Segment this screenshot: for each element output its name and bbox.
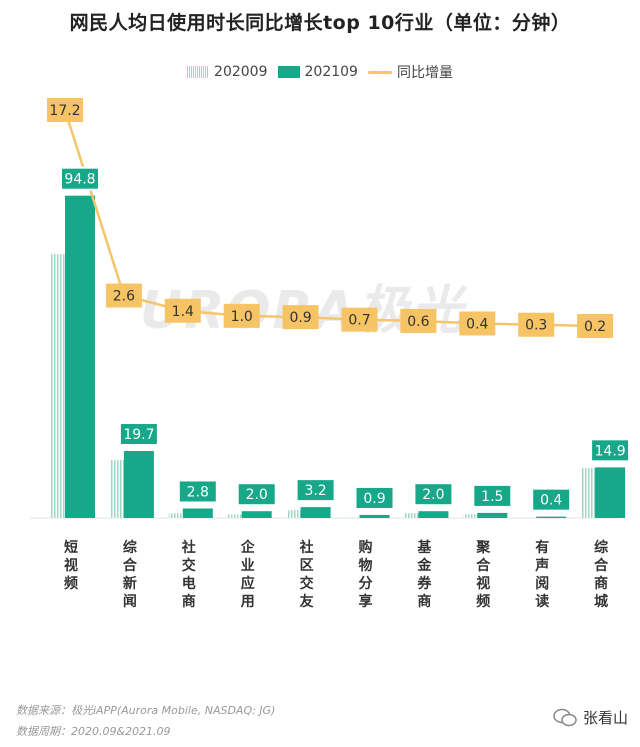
- growth-label: 1.4: [172, 304, 194, 320]
- growth-label: 0.6: [407, 314, 429, 330]
- bar-2021: [123, 451, 154, 518]
- growth-label: 0.4: [466, 316, 488, 332]
- growth-label-box: [282, 305, 319, 330]
- bar-2020: [168, 513, 185, 518]
- legend-item-2021: 202109: [277, 64, 358, 80]
- bar-2021-label-box: [354, 485, 395, 510]
- bar-2021: [241, 511, 272, 518]
- bar-2021-label: 3.2: [304, 483, 326, 499]
- growth-label-box: [459, 311, 496, 336]
- growth-label: 0.7: [348, 313, 370, 329]
- bar-2021-label: 2.8: [187, 484, 209, 500]
- bar-2021-label-box: [177, 479, 218, 504]
- legend-label-growth: 同比增量: [396, 65, 453, 81]
- wechat-icon: [553, 708, 577, 728]
- category-label: 社交电商: [181, 539, 196, 610]
- brand: 张看山: [553, 707, 628, 728]
- growth-label-box: [400, 308, 437, 333]
- bar-2020: [51, 254, 67, 518]
- category-label: 社区交友: [299, 539, 314, 610]
- growth-label: 0.9: [289, 310, 311, 326]
- legend-label-2020: 202009: [214, 64, 268, 80]
- bar-2021: [359, 514, 390, 518]
- footer-period: 数据周期：2020.09&2021.09: [16, 725, 171, 738]
- bar-2021-label: 0.9: [363, 491, 385, 507]
- bar-2020: [581, 468, 598, 518]
- bar-2020: [345, 517, 362, 518]
- growth-label: 2.6: [113, 289, 135, 305]
- growth-label: 0.2: [584, 319, 606, 335]
- bar-2020: [463, 514, 480, 518]
- growth-label-box: [341, 307, 378, 332]
- category-label: 综合商城: [594, 539, 609, 610]
- chart-area: 94.8 19.7 2.8 2.0 3.2 0.9 2.0 1.5 0.4 14.9 17.2 2.6…: [30, 98, 631, 610]
- bar-2021: [418, 511, 449, 518]
- bar-2021-label: 0.4: [540, 493, 562, 509]
- bar-2020: [404, 513, 421, 518]
- bar-2021-label: 14.9: [595, 443, 626, 459]
- category-label: 有声阅读: [534, 539, 549, 610]
- legend-item-2020: 202009: [187, 64, 268, 80]
- growth-label: 17.2: [49, 103, 80, 119]
- legend-swatch-2020: [187, 66, 210, 78]
- bar-2021-label-box: [531, 487, 572, 512]
- bar-2021-label: 1.5: [481, 489, 503, 505]
- bar-2021-label: 2.0: [246, 487, 268, 503]
- category-label: 企业应用: [240, 539, 256, 610]
- bar-2021: [182, 508, 213, 518]
- bar-2021-label-box: [295, 478, 336, 503]
- bar-2021: [300, 507, 331, 518]
- chart-title: 网民人均日使用时长同比增长top 10行业（单位：分钟）: [69, 12, 571, 34]
- growth-label-box: [518, 312, 555, 337]
- brand-name: 张看山: [582, 709, 628, 727]
- bar-2021: [595, 467, 626, 518]
- bar-2021: [536, 516, 567, 518]
- growth-label: 0.3: [525, 318, 547, 334]
- bar-2021-label: 94.8: [64, 172, 95, 188]
- footer-source: 数据来源：极光iAPP(Aurora Mobile, NASDAQ: JG): [16, 704, 276, 717]
- legend: 202009 202109 同比增量: [0, 62, 640, 82]
- bar-2020: [286, 510, 303, 518]
- growth-label-box: [577, 314, 614, 338]
- growth-label-box: [47, 98, 83, 122]
- growth-label: 1.0: [231, 309, 253, 325]
- bar-2021-label-box: [236, 482, 277, 507]
- bar-2020: [109, 459, 126, 518]
- growth-label-box: [105, 283, 142, 308]
- growth-label-box: [223, 303, 260, 328]
- category-label: 短视频: [64, 539, 78, 592]
- bar-2021-label-box: [118, 422, 159, 447]
- growth-line: [63, 109, 596, 328]
- bar-2020: [227, 514, 244, 518]
- category-label: 购物分享: [359, 539, 373, 610]
- bar-2021-label-box: [413, 482, 454, 507]
- bar-2021-label-box: [60, 166, 100, 191]
- bar-2021-label-box: [472, 483, 513, 508]
- bar-2021-label: 19.7: [123, 427, 154, 443]
- legend-swatch-growth: [367, 70, 392, 74]
- category-label: 综合新闻: [123, 539, 138, 610]
- growth-label-box: [164, 298, 201, 323]
- bar-2021-label: 2.0: [422, 487, 444, 503]
- bar-2021: [477, 512, 508, 518]
- category-label: 基金券商: [416, 539, 432, 610]
- legend-swatch-2021: [277, 66, 300, 78]
- legend-item-growth: 同比增量: [367, 62, 453, 82]
- legend-label-2021: 202109: [304, 64, 358, 80]
- bar-2021: [65, 195, 95, 518]
- category-label: 聚合视频: [475, 540, 491, 610]
- bar-2021-label-box: [590, 438, 631, 463]
